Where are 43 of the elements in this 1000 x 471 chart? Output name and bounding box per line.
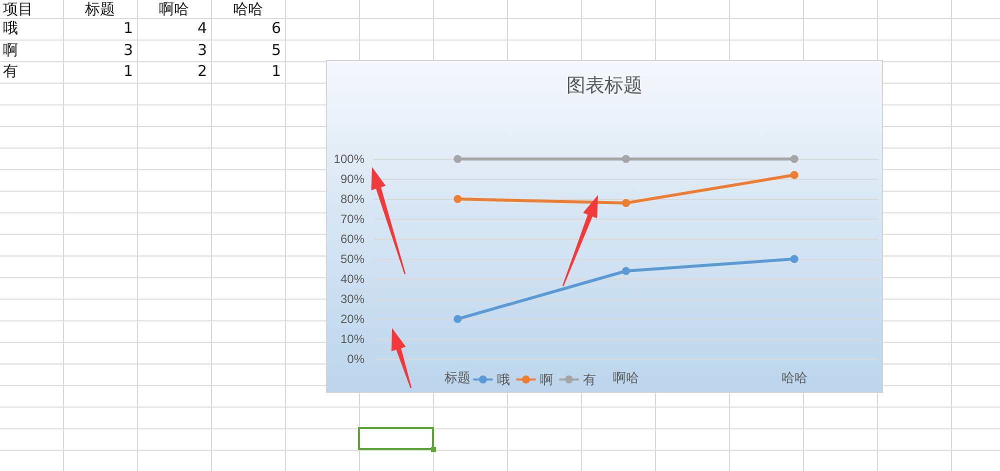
data-label: 6 <box>271 18 281 39</box>
x-tick-label: 啊哈 <box>613 370 639 385</box>
data-label: 1 <box>271 61 281 82</box>
x-tick-label: 标题 <box>444 370 471 385</box>
chart-title: 图表标题 <box>566 74 642 96</box>
text: 项目 <box>3 0 33 18</box>
x-tick-label: 哈哈 <box>781 370 808 385</box>
point <box>790 171 798 179</box>
data-label: 1 <box>123 18 133 39</box>
legend-label: 啊 <box>540 372 553 387</box>
point <box>622 267 630 275</box>
y-tick-label: 50% <box>340 252 365 266</box>
point <box>454 155 462 163</box>
data-label: 4 <box>197 18 207 39</box>
point <box>622 199 630 207</box>
text: 有 <box>3 61 18 82</box>
y-tick-label: 0% <box>347 352 365 366</box>
y-tick-label: 10% <box>340 332 365 346</box>
text: 啊 <box>3 40 18 61</box>
point <box>454 315 462 323</box>
y-tick-label: 60% <box>340 232 365 246</box>
y-tick-label: 20% <box>340 312 365 326</box>
category-label: 啊哈 <box>158 0 190 18</box>
y-tick-label: 100% <box>334 152 365 166</box>
y-tick-label: 40% <box>340 272 365 286</box>
point <box>790 255 798 263</box>
data-label: 3 <box>123 40 133 61</box>
y-tick-label: 30% <box>340 292 365 306</box>
point <box>454 195 462 203</box>
point <box>622 155 630 163</box>
legend-label: 有 <box>583 372 596 387</box>
text: 哦 <box>3 18 18 39</box>
y-tick-label: 80% <box>340 192 365 206</box>
data-label: 2 <box>197 61 207 82</box>
y-tick-label: 70% <box>340 212 365 226</box>
category-label: 哈哈 <box>232 0 264 18</box>
point <box>790 155 798 163</box>
data-label: 1 <box>123 61 133 82</box>
category-label: 标题 <box>84 0 116 18</box>
data-label: 3 <box>197 40 207 61</box>
y-tick-label: 90% <box>340 172 365 186</box>
data-label: 5 <box>271 40 281 61</box>
legend-label: 哦 <box>497 372 510 387</box>
